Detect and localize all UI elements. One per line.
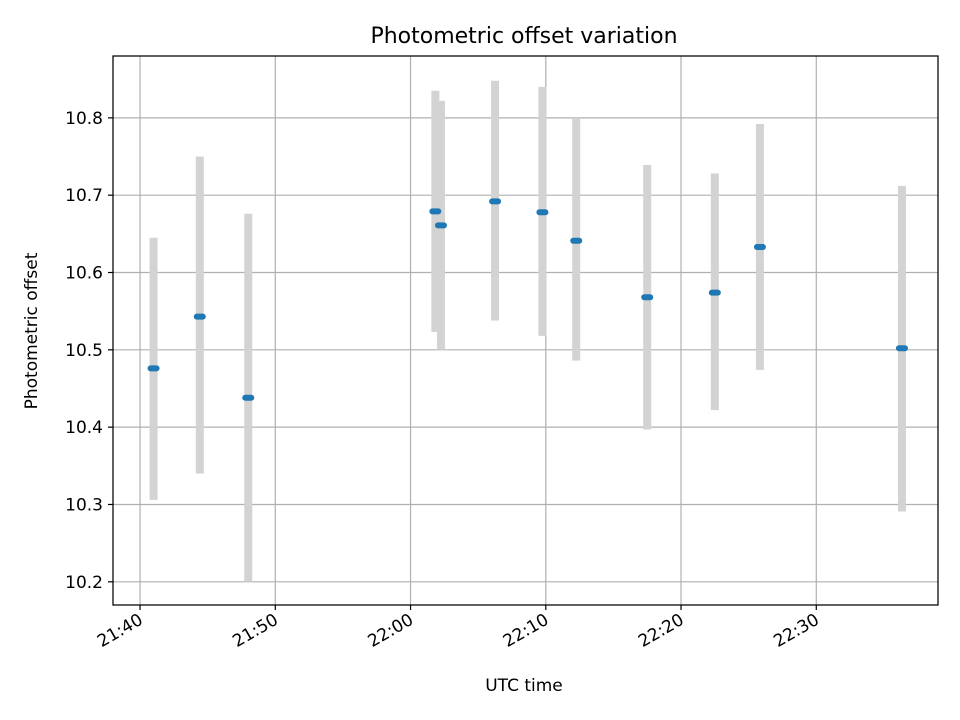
data-markers xyxy=(147,198,908,401)
data-point xyxy=(434,222,447,229)
data-point xyxy=(570,237,583,244)
y-axis-ticks: 10.2 10.3 10.4 10.5 10.6 10.7 10.8 xyxy=(65,109,113,593)
x-axis-label: UTC time xyxy=(485,676,563,696)
y-tick-label: 10.2 xyxy=(65,573,103,593)
data-point xyxy=(753,243,766,250)
y-tick-label: 10.6 xyxy=(65,264,103,284)
grid-lines xyxy=(113,56,938,605)
chart-title: Photometric offset variation xyxy=(370,24,677,49)
x-tick-label: 22:20 xyxy=(635,610,687,652)
data-point xyxy=(242,394,255,401)
y-axis-label: Photometric offset xyxy=(22,252,42,409)
x-tick-label: 22:10 xyxy=(500,610,552,652)
x-tick-label: 22:30 xyxy=(770,610,822,652)
data-point xyxy=(193,313,206,320)
y-tick-label: 10.5 xyxy=(65,341,103,361)
y-tick-label: 10.8 xyxy=(65,109,103,129)
data-point xyxy=(895,345,908,352)
data-point xyxy=(429,208,442,215)
y-tick-label: 10.7 xyxy=(65,186,103,206)
x-axis-ticks: 21:40 21:50 22:00 22:10 22:20 22:30 xyxy=(94,605,823,652)
data-point xyxy=(641,294,654,301)
x-tick-label: 21:50 xyxy=(229,610,281,652)
y-tick-label: 10.4 xyxy=(65,418,103,438)
data-point xyxy=(489,198,502,205)
x-tick-label: 22:00 xyxy=(365,610,417,652)
data-point xyxy=(708,289,721,296)
data-point xyxy=(536,209,549,216)
x-tick-label: 21:40 xyxy=(94,610,146,652)
data-point xyxy=(147,365,160,372)
y-tick-label: 10.3 xyxy=(65,495,103,515)
error-bars xyxy=(149,80,906,582)
plot-frame xyxy=(112,55,939,606)
